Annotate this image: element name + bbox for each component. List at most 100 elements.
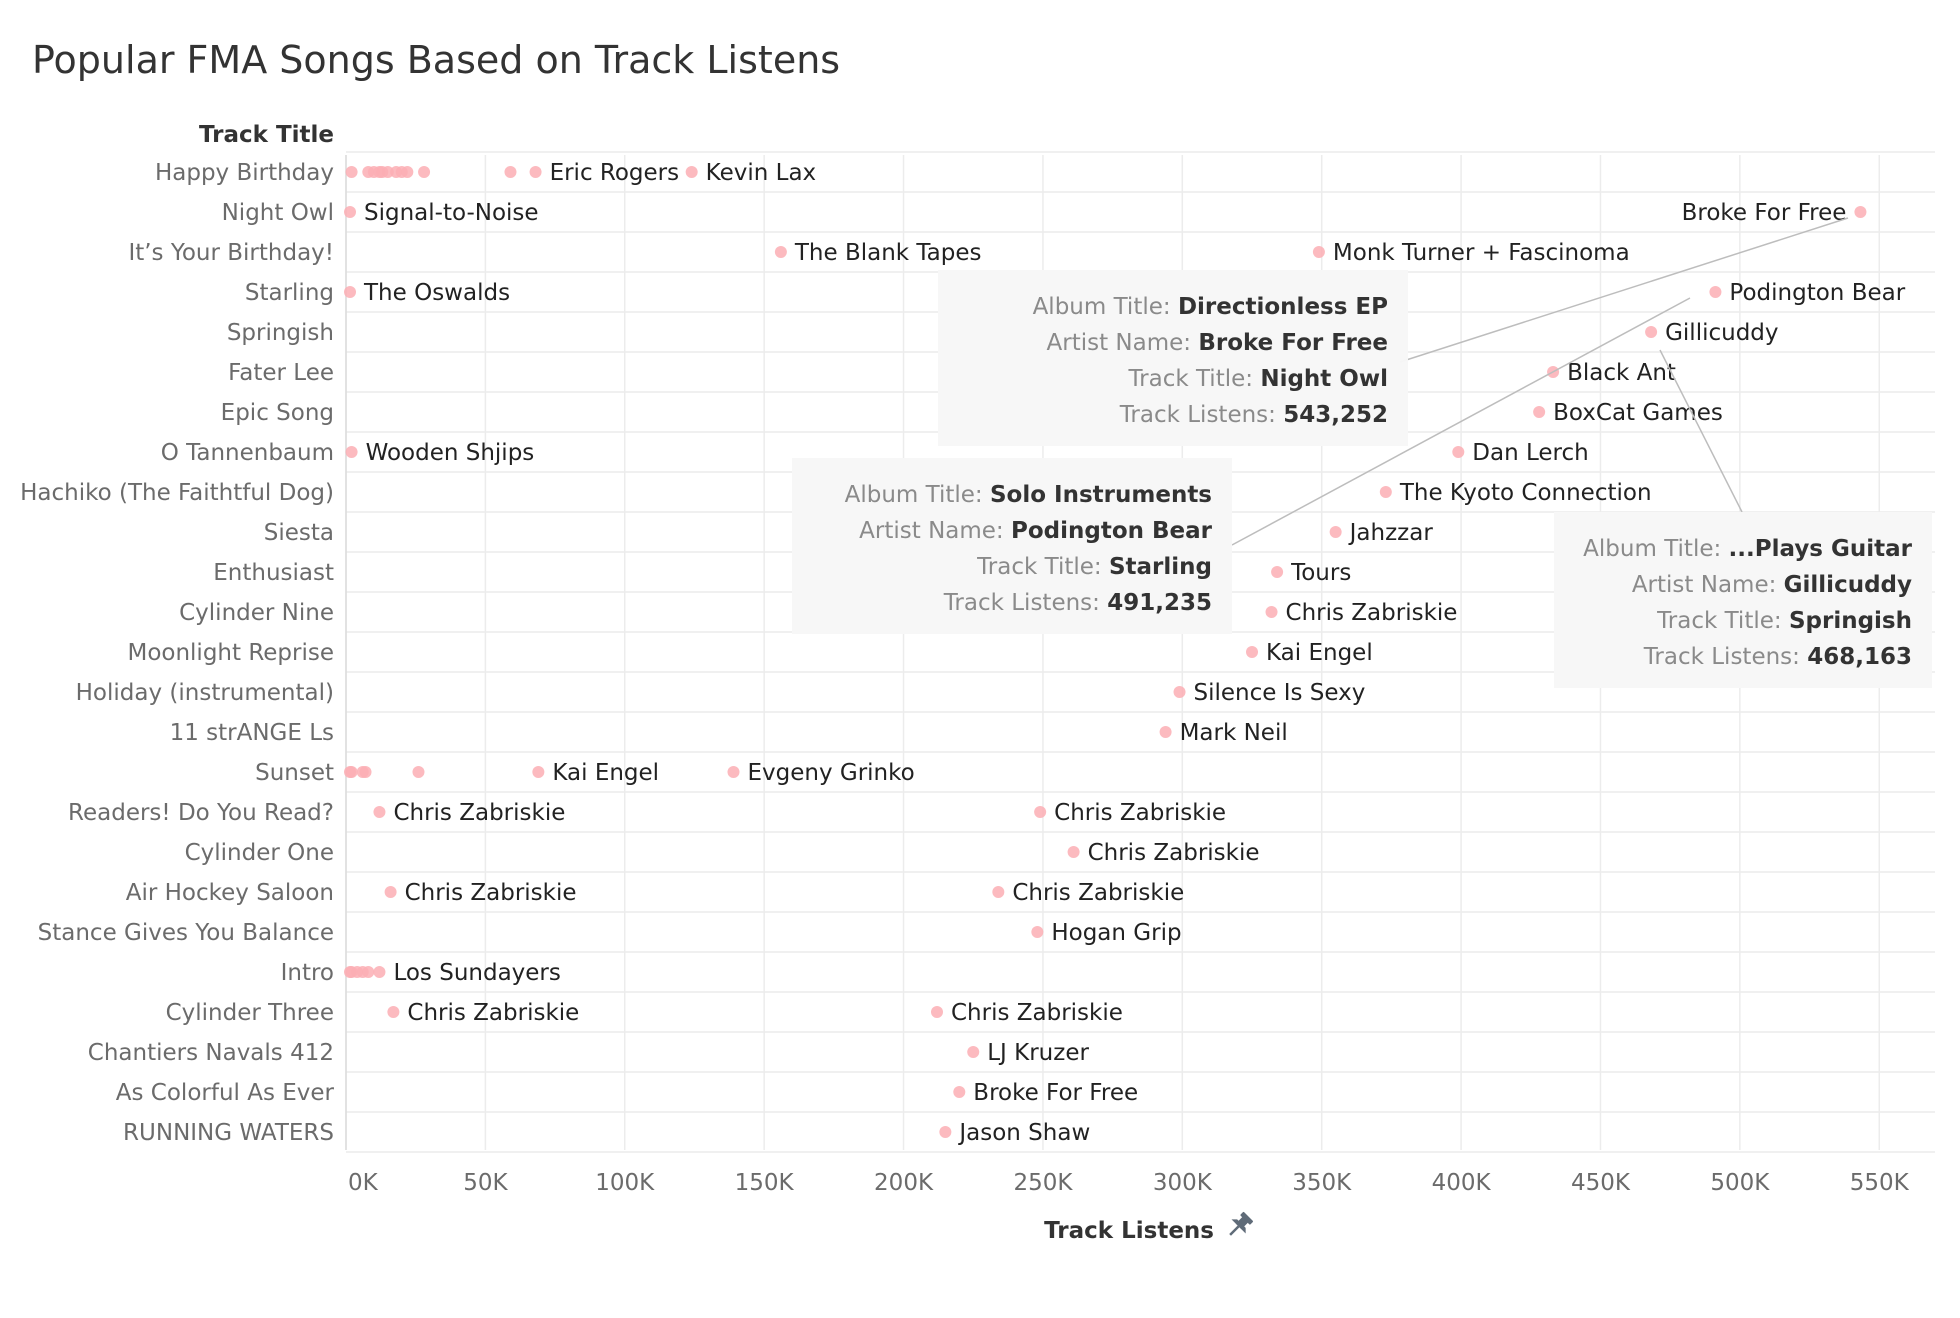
data-point[interactable] [1709, 286, 1722, 298]
data-point[interactable] [1271, 566, 1284, 578]
point-label: The Kyoto Connection [1399, 480, 1652, 506]
annotation-key: Album Title: [1583, 536, 1728, 562]
x-tick-label: 50K [463, 1170, 508, 1196]
data-point[interactable] [529, 166, 542, 178]
y-tick-label: Holiday (instrumental) [76, 680, 334, 706]
pin-icon[interactable] [1223, 1209, 1256, 1242]
y-tick-label: Chantiers Navals 412 [88, 1040, 334, 1066]
data-point[interactable] [344, 206, 356, 218]
y-tick-label: Happy Birthday [155, 160, 334, 186]
annotation-key: Album Title: [1033, 294, 1178, 320]
data-point[interactable] [1533, 406, 1546, 418]
data-point[interactable] [953, 1086, 966, 1098]
data-point[interactable] [401, 166, 414, 178]
data-point[interactable] [939, 1126, 952, 1138]
data-point[interactable] [727, 766, 740, 778]
data-point[interactable] [992, 886, 1005, 898]
annotation-key: Track Listens: [1643, 644, 1807, 670]
point-label: BoxCat Games [1553, 400, 1723, 426]
point-layer [344, 166, 1867, 1138]
point-label: Mark Neil [1180, 720, 1288, 746]
annotation-key: Track Title: [1127, 366, 1260, 392]
data-point[interactable] [1034, 806, 1047, 818]
annotation-value: ...Plays Guitar [1729, 536, 1913, 562]
data-point[interactable] [1379, 486, 1392, 498]
data-point[interactable] [384, 886, 397, 898]
data-point[interactable] [1265, 606, 1278, 618]
data-point[interactable] [412, 766, 425, 778]
data-point[interactable] [1031, 926, 1044, 938]
point-label: The Blank Tapes [794, 240, 982, 266]
point-label: Tours [1290, 560, 1351, 586]
x-tick-label: 500K [1710, 1170, 1770, 1196]
point-label: Evgeny Grinko [747, 760, 914, 786]
annotation-value: Podington Bear [1011, 518, 1213, 544]
x-tick-label: 250K [1013, 1170, 1073, 1196]
y-tick-label: Intro [281, 960, 334, 986]
data-point[interactable] [1067, 846, 1080, 858]
data-point[interactable] [930, 1006, 943, 1018]
annotation-springish: Album Title: ...Plays Guitar Artist Name:… [1554, 349, 1932, 688]
data-point[interactable] [381, 166, 394, 178]
x-axis-title[interactable]: Track Listens [1044, 1218, 1214, 1244]
point-label: Dan Lerch [1472, 440, 1588, 466]
point-label: Wooden Shjips [366, 440, 535, 466]
annotation-row: Track Title: Night Owl [1127, 366, 1388, 392]
point-label: Jason Shaw [957, 1120, 1090, 1146]
point-label: Chris Zabriskie [393, 800, 565, 826]
y-tick-label: Sunset [255, 760, 334, 786]
x-tick-label: 200K [874, 1170, 934, 1196]
annotation-value: Starling [1109, 554, 1212, 580]
annotation-value: 468,163 [1807, 644, 1912, 670]
annotation-value: Springish [1789, 608, 1912, 634]
data-point[interactable] [1159, 726, 1172, 738]
data-point[interactable] [418, 166, 431, 178]
annotation-value: Directionless EP [1178, 294, 1388, 320]
data-point[interactable] [967, 1046, 980, 1058]
point-label: Podington Bear [1729, 280, 1905, 306]
point-label: LJ Kruzer [987, 1040, 1089, 1066]
data-point[interactable] [345, 166, 358, 178]
point-label: Monk Turner + Fascinoma [1333, 240, 1630, 266]
data-point[interactable] [1645, 326, 1658, 338]
data-point[interactable] [1452, 446, 1465, 458]
y-tick-label: Epic Song [221, 400, 334, 426]
data-point[interactable] [774, 246, 787, 258]
data-point[interactable] [532, 766, 545, 778]
data-point[interactable] [359, 766, 372, 778]
data-point[interactable] [504, 166, 517, 178]
point-label: Jahzzar [1348, 520, 1434, 546]
data-point[interactable] [1312, 246, 1325, 258]
data-point[interactable] [373, 806, 386, 818]
data-point[interactable] [685, 166, 698, 178]
point-label: Eric Rogers [550, 160, 680, 186]
data-point[interactable] [373, 966, 386, 978]
annotation-value: Gillicuddy [1784, 572, 1912, 598]
data-point[interactable] [387, 1006, 400, 1018]
y-tick-label: As Colorful As Ever [116, 1080, 335, 1106]
data-point[interactable] [345, 446, 358, 458]
annotation-value: 543,252 [1283, 402, 1388, 428]
annotation-value: Broke For Free [1198, 330, 1388, 356]
data-point[interactable] [344, 286, 356, 298]
annotation-value: Solo Instruments [990, 482, 1212, 508]
annotation-row: Artist Name: Broke For Free [1047, 330, 1389, 356]
x-tick-label: 150K [735, 1170, 795, 1196]
data-point[interactable] [345, 766, 358, 778]
data-point[interactable] [1329, 526, 1342, 538]
annotation-key: Track Listens: [943, 590, 1107, 616]
point-label: Chris Zabriskie [1088, 840, 1260, 866]
data-point[interactable] [1246, 646, 1259, 658]
data-point[interactable] [1854, 206, 1867, 218]
y-tick-label: Cylinder One [185, 840, 334, 866]
point-label: Black Ant [1567, 360, 1676, 386]
y-tick-label: Stance Gives You Balance [38, 920, 334, 946]
label-layer: Eric Rogers Kevin Lax Signal-to-Noise Broke… [363, 160, 1906, 1146]
data-point[interactable] [362, 966, 375, 978]
y-tick-label: Moonlight Reprise [127, 640, 334, 666]
annotation-starling: Album Title: Solo Instruments Artist Name… [792, 297, 1691, 634]
data-point[interactable] [1173, 686, 1186, 698]
point-label: Gillicuddy [1665, 320, 1778, 346]
point-label: Chris Zabriskie [951, 1000, 1123, 1026]
